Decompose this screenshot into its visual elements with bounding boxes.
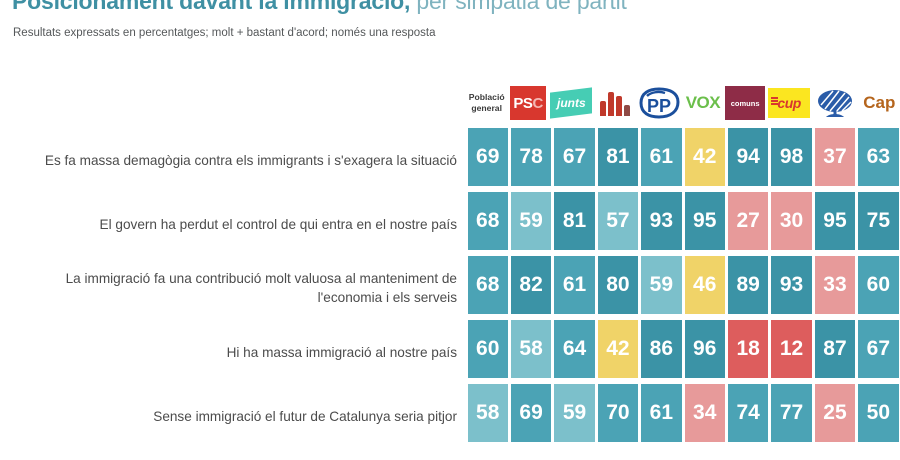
data-cell[interactable]: 89 [727,256,769,314]
data-cell[interactable]: 77 [771,384,812,442]
column-header-poblacio-general: Població general [468,78,506,128]
column-header-alianca [813,78,857,128]
data-cell[interactable]: 78 [510,128,552,186]
data-cell[interactable]: 42 [597,320,639,378]
column-header-vox: VOX [684,78,722,128]
table-row: Hi ha massa immigració al nostre país 60… [0,320,900,384]
data-cell[interactable]: 57 [597,192,639,250]
data-cell[interactable]: 37 [814,128,856,186]
row-label: Es fa massa demagògia contra els immigra… [44,152,457,168]
data-cell[interactable]: 96 [684,320,725,378]
page-title-light: per simpatia de partit [410,0,627,14]
data-cell[interactable]: 70 [597,384,639,442]
table-row: Es fa massa demagògia contra els immigra… [0,128,900,192]
row-label: Hi ha massa immigració al nostre país [226,344,457,360]
data-cell[interactable]: 93 [771,256,812,314]
erc-logo [599,90,630,116]
cup-logo: cup [768,88,811,118]
data-cell[interactable]: 95 [684,192,725,250]
data-cell[interactable]: 59 [641,256,682,314]
data-cell[interactable]: 59 [510,192,552,250]
data-cell[interactable]: 81 [597,128,639,186]
data-cell[interactable]: 94 [727,128,769,186]
data-cell[interactable]: 75 [858,192,899,250]
data-cell[interactable]: 61 [641,384,682,442]
column-header-erc [595,78,633,128]
data-cell[interactable]: 80 [597,256,639,314]
page-subtitle: Resultats expressats en percentatges; mo… [13,27,436,39]
data-cell[interactable]: 18 [727,320,769,378]
data-cell[interactable]: 60 [858,256,899,314]
data-cell[interactable]: 42 [684,128,725,186]
row-label: La immigració fa una contribució molt va… [65,271,457,305]
junts-logo: junts [550,87,593,119]
data-cell[interactable]: 61 [641,128,682,186]
column-header-pp: PP [637,78,681,128]
cup-logo-bars [771,97,779,107]
column-header-junts: junts [550,78,593,128]
column-header-psc: PS C [509,78,547,128]
table-row: La immigració fa una contribució molt va… [0,256,900,320]
data-cell[interactable]: 33 [814,256,856,314]
data-cell[interactable]: 12 [771,320,812,378]
cap-label: Cap [863,93,896,112]
data-cell[interactable]: 95 [814,192,856,250]
data-cell[interactable]: 25 [814,384,856,442]
data-cell[interactable]: 67 [858,320,899,378]
table-row: El govern ha perdut el control de qui en… [0,192,900,256]
header-label-spacer [0,78,466,128]
heatmap-table: Població general PS C junts PP [0,78,900,448]
comuns-logo: comuns [725,86,766,120]
data-cell[interactable]: 34 [684,384,725,442]
data-cell[interactable]: 64 [554,320,595,378]
data-cell[interactable]: 69 [467,128,508,186]
psc-logo: PS C [510,86,547,120]
vox-logo: VOX [685,93,721,112]
column-header-cap: Cap [860,78,898,128]
data-cell[interactable]: 50 [858,384,899,442]
data-cell[interactable]: 69 [510,384,552,442]
data-cell[interactable]: 68 [467,256,508,314]
data-cell[interactable]: 81 [554,192,595,250]
data-cell[interactable]: 58 [510,320,552,378]
data-cell[interactable]: 46 [684,256,725,314]
data-cell[interactable]: 27 [727,192,769,250]
data-cell[interactable]: 86 [641,320,682,378]
data-cell[interactable]: 93 [641,192,682,250]
row-cells: 69 78 67 81 61 42 94 98 37 63 [466,128,900,192]
row-cells: 68 59 81 57 93 95 27 30 95 75 [466,192,900,256]
pp-logo: PP [639,87,680,119]
table-row: Sense immigració el futur de Catalunya s… [0,384,900,448]
row-cells: 60 58 64 42 86 96 18 12 87 67 [466,320,900,384]
page-title-strong: Posicionament davant la immigració, [12,0,411,14]
data-cell[interactable]: 87 [814,320,856,378]
data-cell[interactable]: 67 [554,128,595,186]
page-title: Posicionament davant la immigració, per … [12,0,627,16]
data-cell[interactable]: 61 [554,256,595,314]
row-cells: 68 82 61 80 59 46 89 93 33 60 [466,256,900,320]
data-cell[interactable]: 60 [467,320,508,378]
data-cell[interactable]: 30 [771,192,812,250]
poblacio-general-label: Població general [468,92,505,113]
svg-text:PP: PP [647,96,671,116]
column-header-cup: cup [768,78,811,128]
row-cells: 58 69 59 70 61 34 74 77 25 50 [466,384,900,448]
data-cell[interactable]: 98 [771,128,812,186]
row-label: Sense immigració el futur de Catalunya s… [153,408,457,424]
row-label: El govern ha perdut el control de qui en… [99,216,457,232]
table-header-row: Població general PS C junts PP [0,78,900,128]
data-cell[interactable]: 74 [727,384,769,442]
header-logo-cells: Població general PS C junts PP [466,78,900,128]
data-cell[interactable]: 59 [554,384,595,442]
cup-logo-text: cup [777,95,801,111]
column-header-comuns: comuns [725,78,766,128]
data-cell[interactable]: 58 [467,384,508,442]
data-cell[interactable]: 82 [510,256,552,314]
data-cell[interactable]: 68 [467,192,508,250]
data-cell[interactable]: 63 [858,128,899,186]
tree-logo [818,90,853,117]
